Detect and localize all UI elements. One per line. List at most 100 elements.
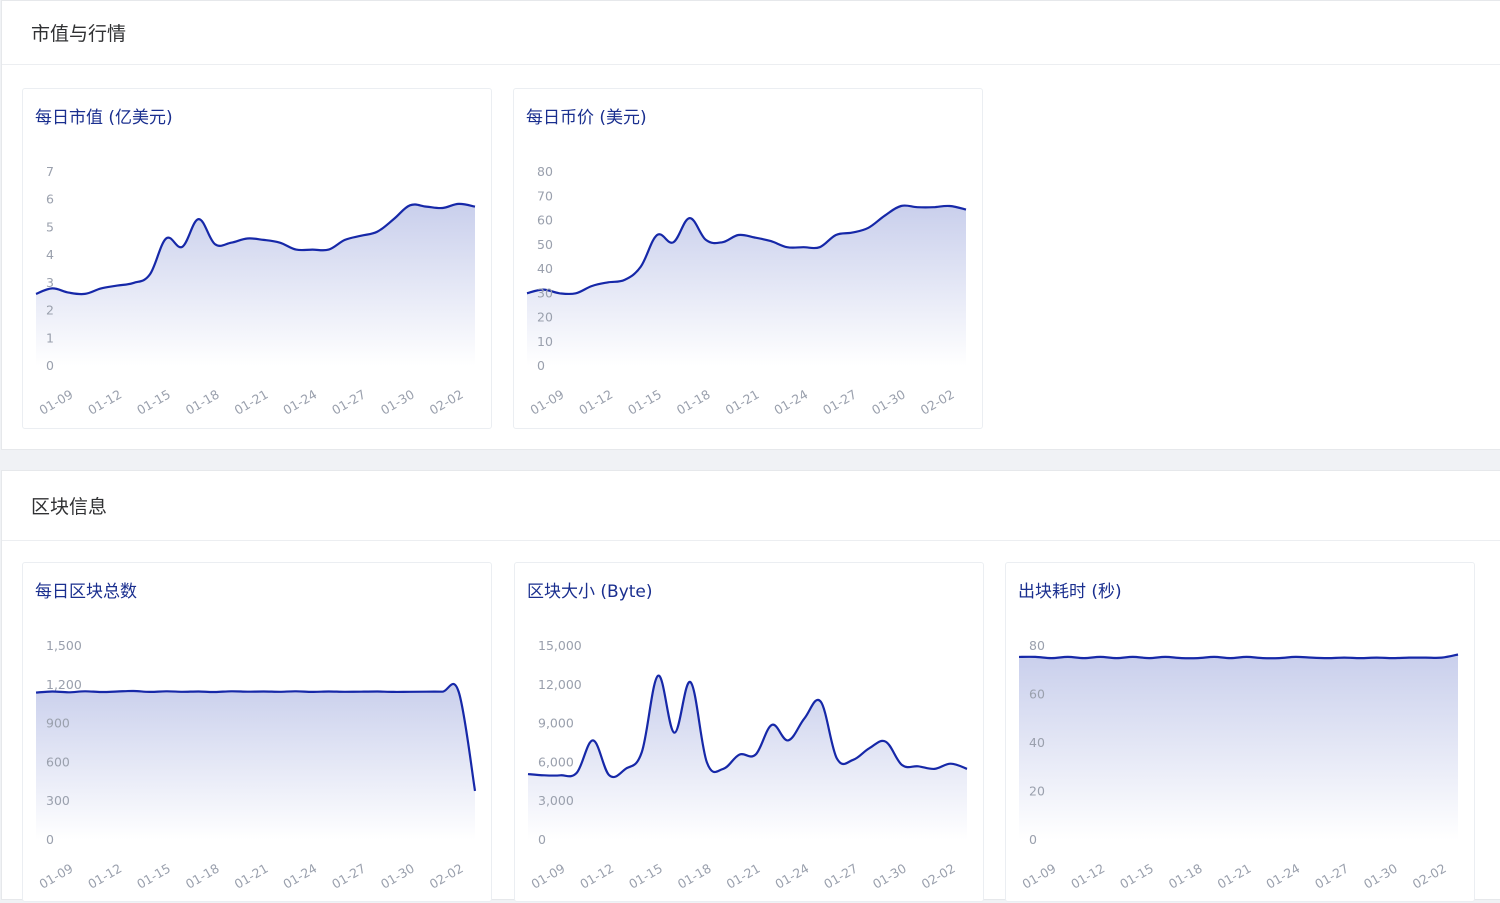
x-tick-label: 01-30 <box>870 861 909 892</box>
y-tick-label: 1,200 <box>46 677 82 692</box>
x-tick-label: 01-18 <box>183 861 222 892</box>
x-tick-label: 02-02 <box>919 861 958 892</box>
chart-card-block-count: 每日区块总数 0 300 600 900 1,200 1,500 01-09 01-12 01-… <box>22 562 492 902</box>
x-tick-label: 01-27 <box>821 861 860 892</box>
chart-title: 每日区块总数 <box>35 582 137 602</box>
y-tick-label: 4 <box>46 247 54 262</box>
x-tick-label: 02-02 <box>918 387 957 418</box>
section-title: 市值与行情 <box>2 1 1500 65</box>
y-tick-label: 6 <box>46 192 54 207</box>
x-tick-label: 01-27 <box>329 861 368 892</box>
y-tick-label: 0 <box>46 358 54 373</box>
x-tick-label: 01-27 <box>820 387 859 418</box>
area-fill <box>36 683 475 840</box>
x-tick-label: 02-02 <box>1410 861 1449 892</box>
y-tick-label: 300 <box>46 793 70 808</box>
chart-svg: 0 20 40 60 80 01-09 01-12 01-15 01-18 01-21 01-24 0… <box>1018 638 1459 892</box>
y-tick-label: 5 <box>46 219 54 234</box>
chart-title: 每日市值 (亿美元) <box>35 108 173 128</box>
y-tick-label: 30 <box>537 285 553 300</box>
x-tick-label: 01-12 <box>85 387 124 418</box>
x-tick-label: 01-27 <box>1312 861 1351 892</box>
x-tick-label: 01-15 <box>1117 861 1156 892</box>
y-tick-label: 3,000 <box>538 793 574 808</box>
chart-card-block-size: 区块大小 (Byte) 0 3,000 6,000 9,000 12,000 15,000… <box>514 562 984 902</box>
y-tick-label: 20 <box>537 310 553 325</box>
x-tick-label: 01-09 <box>528 387 567 418</box>
x-tick-label: 01-09 <box>1020 861 1059 892</box>
y-tick-label: 0 <box>537 358 545 373</box>
x-tick-label: 01-12 <box>1068 861 1107 892</box>
y-tick-label: 40 <box>537 261 553 276</box>
series-line <box>35 202 476 296</box>
x-tick-label: 01-24 <box>280 387 319 418</box>
y-tick-label: 80 <box>537 164 553 179</box>
area-fill <box>527 205 966 366</box>
y-tick-label: 3 <box>46 275 54 290</box>
series-line <box>526 204 967 296</box>
y-tick-label: 40 <box>1029 735 1045 750</box>
x-tick-label: 01-18 <box>675 861 714 892</box>
y-tick-label: 0 <box>1029 832 1037 847</box>
x-tick-label: 02-02 <box>427 861 466 892</box>
area-fill <box>528 675 967 840</box>
chart-card-market-cap: 每日市值 (亿美元) 0 1 2 3 4 5 6 7 01-09 01-12 01-15 01-18 0… <box>22 88 492 429</box>
y-tick-label: 60 <box>1029 687 1045 702</box>
x-tick-label: 01-18 <box>1166 861 1205 892</box>
chart-svg: 0 300 600 900 1,200 1,500 01-09 01-12 01-15 01-18… <box>35 638 477 892</box>
chart-card-block-time: 出块耗时 (秒) 0 20 40 60 80 01-09 01-12 01-15 01-18 01… <box>1005 562 1475 902</box>
x-tick-label: 02-02 <box>427 387 466 418</box>
x-tick-label: 01-30 <box>869 387 908 418</box>
x-tick-label: 01-12 <box>576 387 615 418</box>
y-tick-label: 6,000 <box>538 754 574 769</box>
y-tick-label: 7 <box>46 164 54 179</box>
chart-card-price: 每日币价 (美元) 0 10 20 30 40 50 60 70 80 01-09 01-12 01-… <box>513 88 983 429</box>
y-tick-label: 50 <box>537 237 553 252</box>
x-tick-label: 01-12 <box>85 861 124 892</box>
series-line <box>1018 653 1459 660</box>
y-tick-label: 900 <box>46 716 70 731</box>
x-tick-label: 01-30 <box>378 861 417 892</box>
x-tick-label: 01-15 <box>134 387 173 418</box>
x-tick-label: 01-21 <box>1215 861 1254 892</box>
x-tick-label: 01-21 <box>723 387 762 418</box>
y-tick-label: 15,000 <box>538 638 582 653</box>
chart-svg: 0 10 20 30 40 50 60 70 80 01-09 01-12 01-15 01-18 01-… <box>526 164 967 418</box>
x-tick-label: 01-30 <box>1361 861 1400 892</box>
x-tick-label: 01-24 <box>771 387 810 418</box>
x-tick-label: 01-27 <box>329 387 368 418</box>
y-tick-label: 1,500 <box>46 638 82 653</box>
x-tick-label: 01-09 <box>529 861 568 892</box>
x-tick-label: 01-09 <box>37 861 76 892</box>
x-tick-label: 01-24 <box>280 861 319 892</box>
chart-title: 区块大小 (Byte) <box>527 582 653 602</box>
area-fill <box>1019 654 1458 840</box>
x-tick-label: 01-21 <box>724 861 763 892</box>
x-tick-label: 01-15 <box>625 387 664 418</box>
x-tick-label: 01-18 <box>674 387 713 418</box>
chart-svg: 0 1 2 3 4 5 6 7 01-09 01-12 01-15 01-18 01-21 01-24 01… <box>35 164 476 418</box>
x-tick-label: 01-12 <box>577 861 616 892</box>
y-tick-label: 9,000 <box>538 716 574 731</box>
series-line <box>527 674 968 779</box>
x-tick-label: 01-24 <box>772 861 811 892</box>
y-tick-label: 1 <box>46 330 54 345</box>
y-tick-label: 70 <box>537 188 553 203</box>
x-tick-label: 01-21 <box>232 861 271 892</box>
y-tick-label: 60 <box>537 213 553 228</box>
x-tick-label: 01-15 <box>134 861 173 892</box>
chart-svg: 0 3,000 6,000 9,000 12,000 15,000 01-09 01-12 01… <box>527 638 968 892</box>
x-tick-label: 01-18 <box>183 387 222 418</box>
y-tick-label: 0 <box>46 832 54 847</box>
chart-title: 每日币价 (美元) <box>526 108 647 128</box>
y-tick-label: 10 <box>537 334 553 349</box>
y-tick-label: 0 <box>538 832 546 847</box>
y-tick-label: 600 <box>46 754 70 769</box>
y-tick-label: 80 <box>1029 638 1045 653</box>
series-line <box>35 682 477 792</box>
y-tick-label: 20 <box>1029 784 1045 799</box>
x-tick-label: 01-21 <box>232 387 271 418</box>
x-tick-label: 01-24 <box>1263 861 1302 892</box>
x-tick-label: 01-15 <box>626 861 665 892</box>
y-tick-label: 2 <box>46 303 54 318</box>
